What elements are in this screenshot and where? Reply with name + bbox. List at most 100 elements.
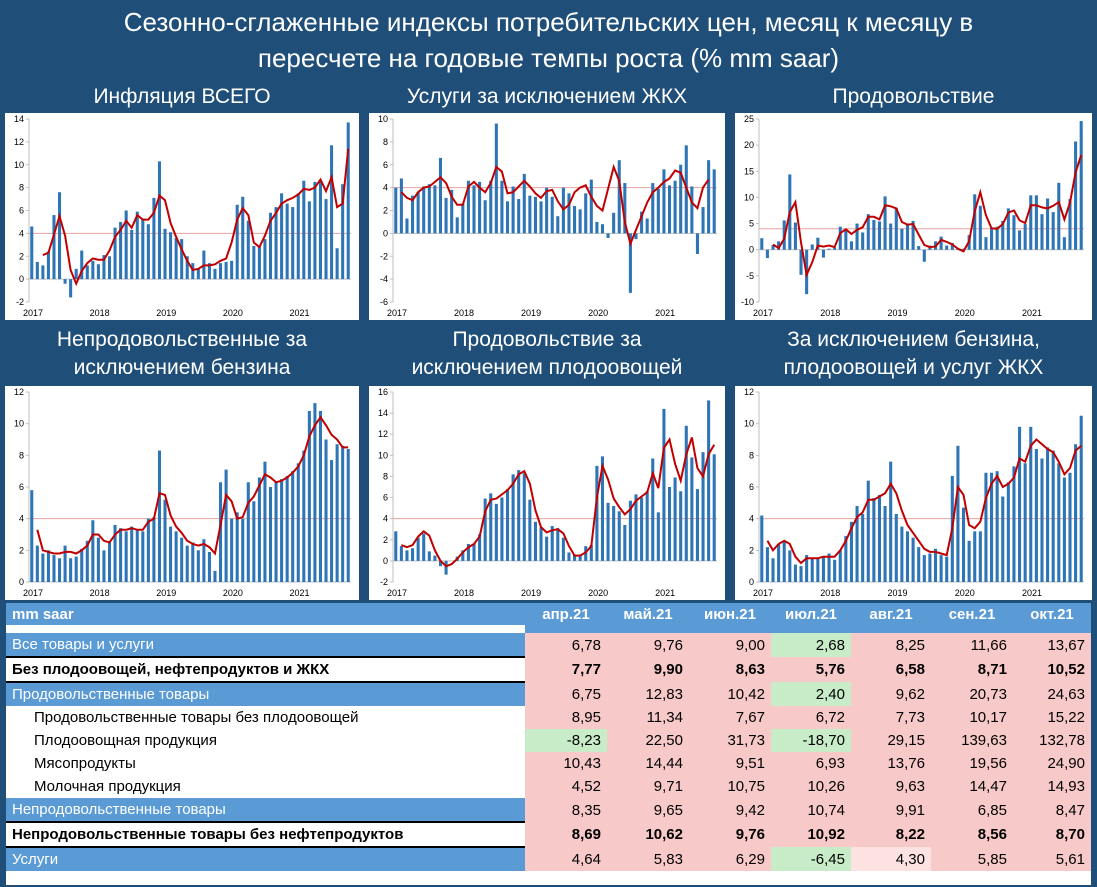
bar [844, 536, 848, 582]
bar [634, 494, 638, 561]
page-title-line2: пересчете на годовые темпы роста (% mm s… [257, 43, 840, 73]
bar [628, 500, 632, 561]
bar [849, 521, 853, 582]
bar [394, 531, 398, 561]
bar [866, 214, 870, 250]
table-cell: 9,51 [689, 752, 771, 775]
chart-area: 0 2 4 6 8 10 12 2017 2018 2019 2020 2021 [5, 386, 359, 600]
table-cell: -6,45 [771, 847, 851, 871]
y-tick-label: 6 [383, 160, 388, 170]
col-header: июн.21 [689, 603, 771, 625]
bar [63, 279, 67, 284]
y-tick-label: 12 [744, 387, 754, 397]
bar [1074, 444, 1078, 582]
bar [707, 400, 711, 561]
bar [1018, 426, 1022, 582]
bar [74, 556, 78, 582]
col-header: окт.21 [1013, 603, 1091, 625]
table-cell: 9,76 [607, 633, 689, 657]
bar [80, 548, 84, 582]
table-cell: 6,85 [931, 798, 1013, 822]
spacer-cell [525, 625, 607, 633]
bar [595, 465, 599, 561]
bar [1040, 458, 1044, 582]
bar [505, 201, 510, 234]
table-cell: 5,83 [607, 847, 689, 871]
bar [219, 263, 223, 280]
row-label: Все товары и услуги [6, 633, 525, 657]
y-tick-label: 10 [14, 419, 24, 429]
bar [346, 122, 350, 280]
bar [130, 526, 134, 582]
bar [307, 411, 311, 582]
row-label: Непродовольственные товары без нефтепрод… [6, 821, 525, 848]
chart-title: Продовольствие [832, 85, 995, 108]
table-header: mm saar апр.21 май.21 июн.21 июл.21 авг.… [6, 603, 1091, 625]
bar [799, 566, 803, 582]
bar [617, 160, 621, 234]
data-table: mm saar апр.21 май.21 июн.21 июл.21 авг.… [6, 603, 1091, 885]
y-tick-label: -5 [746, 271, 754, 281]
bar [30, 490, 34, 582]
y-tick-label: 2 [383, 535, 388, 545]
y-tick-label: -10 [741, 297, 754, 307]
bar [945, 245, 949, 250]
bar [889, 461, 893, 582]
bar [844, 229, 848, 250]
row-label: Без плодоовощей, нефтепродуктов и ЖКХ [6, 656, 525, 683]
bar [219, 482, 223, 582]
bar [472, 544, 476, 561]
bar [866, 480, 870, 582]
table-cell: 132,78 [1013, 729, 1091, 752]
bar [330, 460, 334, 582]
bar [213, 570, 217, 582]
bar [556, 528, 560, 561]
bar [584, 193, 588, 234]
bar [291, 471, 295, 582]
bar [567, 552, 571, 561]
bar [241, 518, 245, 582]
bar [511, 474, 515, 561]
bar [394, 187, 398, 234]
row-label: Плодоовощная продукция [6, 729, 525, 752]
bar [690, 186, 694, 234]
bar [765, 249, 769, 259]
bar [35, 545, 39, 582]
bar [628, 233, 632, 293]
table-cell: 5,61 [1013, 847, 1091, 871]
bar [124, 210, 128, 280]
bar [296, 193, 300, 280]
bar [777, 241, 781, 250]
bar [246, 482, 250, 582]
bar [805, 555, 809, 582]
bar [950, 242, 954, 250]
bar [662, 169, 666, 234]
chart-svg: -2 0 2 4 6 8 10 12 14 2017 2018 2019 2020 2021 [14, 114, 351, 318]
bar [1068, 198, 1072, 250]
bar [196, 268, 200, 280]
x-tick-label: 2020 [223, 308, 243, 318]
table-row: Услуги 4,64 5,83 6,29 -6,45 4,30 5,85 5,61 [6, 847, 1091, 871]
x-tick-label: 2020 [955, 308, 975, 318]
bar [313, 181, 317, 280]
bar [1046, 198, 1050, 250]
series-line [36, 415, 349, 556]
bar [528, 195, 532, 234]
panel-3: Продовольствие -10 -5 0 5 10 15 20 25 2017 2018 20… [730, 80, 1097, 320]
series-line [42, 148, 350, 287]
panel-6: За исключением бензина, плодоовощей и ус… [730, 322, 1097, 600]
row-label: Мясопродукты [6, 752, 525, 775]
bar [483, 498, 487, 561]
bar [623, 183, 627, 234]
table-cell: -18,70 [771, 729, 851, 752]
bar [268, 487, 273, 582]
bar [102, 550, 106, 582]
spacer-cell [6, 625, 525, 633]
bar [427, 184, 431, 234]
x-tick-label: 2017 [753, 588, 773, 598]
bar [141, 218, 145, 280]
bar [539, 527, 543, 561]
bar [1057, 182, 1061, 250]
y-tick-label: 4 [383, 183, 388, 193]
bar [1006, 208, 1010, 250]
